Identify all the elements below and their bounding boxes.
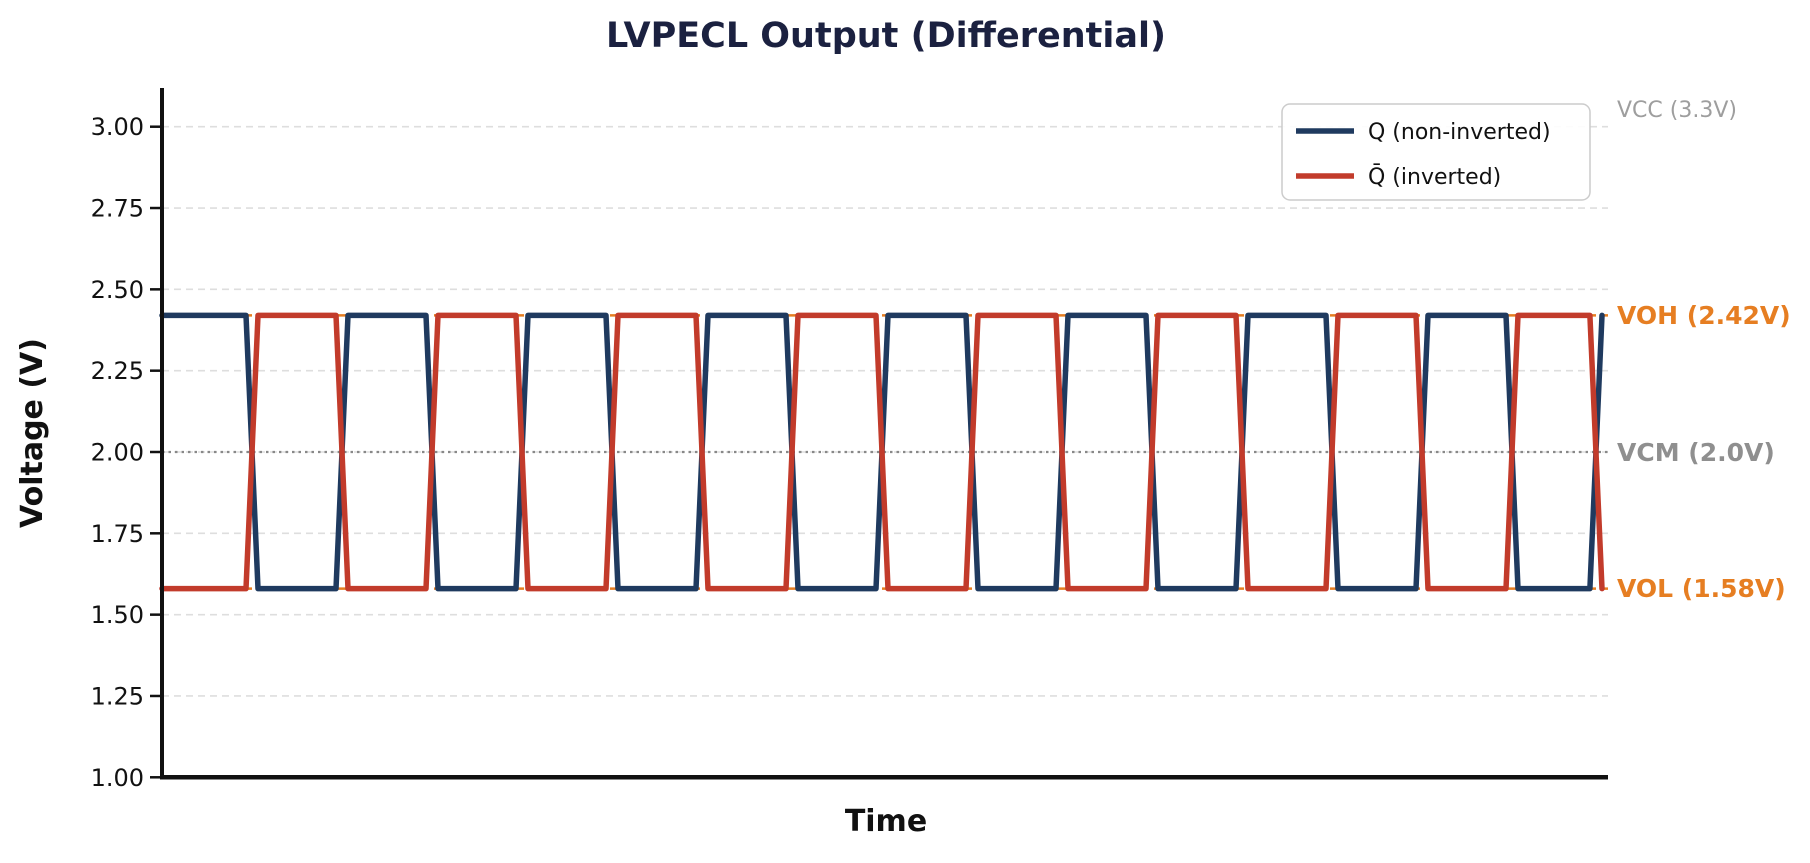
y-tick-label-1.50: 1.50 xyxy=(91,601,144,629)
chart-title: LVPECL Output (Differential) xyxy=(606,16,1166,56)
y-tick-label-1.75: 1.75 xyxy=(91,520,144,548)
y-tick-label-2.50: 2.50 xyxy=(91,276,144,304)
annotation-vcm: VCM (2.0V) xyxy=(1617,438,1775,467)
y-tick-label-2.25: 2.25 xyxy=(91,357,144,385)
y-tick-label-1.00: 1.00 xyxy=(91,764,144,792)
legend: Q (non-inverted) Q̄ (inverted) xyxy=(1281,103,1591,201)
waveform-q xyxy=(159,312,1605,592)
annotation-vol: VOL (1.58V) xyxy=(1617,574,1786,603)
legend-label-q: Q (non-inverted) xyxy=(1368,120,1551,145)
axes: 3.00 2.75 2.50 2.25 2.00 1.75 1.50 1.25 1.00 xyxy=(91,88,1608,792)
y-tick-label-3.00: 3.00 xyxy=(91,113,144,141)
y-tick-label-2.75: 2.75 xyxy=(91,195,144,223)
y-tick-label-2.00: 2.00 xyxy=(91,439,144,467)
x-axis-label: Time xyxy=(845,804,927,839)
annotation-voh: VOH (2.42V) xyxy=(1617,301,1791,330)
legend-box xyxy=(1281,103,1591,201)
waveforms xyxy=(159,312,1605,592)
annotation-vcc: VCC (3.3V) xyxy=(1617,98,1737,123)
legend-label-qbar: Q̄ (inverted) xyxy=(1368,164,1501,190)
waveform-qbar xyxy=(159,312,1605,592)
y-tick-label-1.25: 1.25 xyxy=(91,682,144,710)
y-axis-label: Voltage (V) xyxy=(15,338,50,528)
grid-and-reference-lines xyxy=(162,125,1608,779)
